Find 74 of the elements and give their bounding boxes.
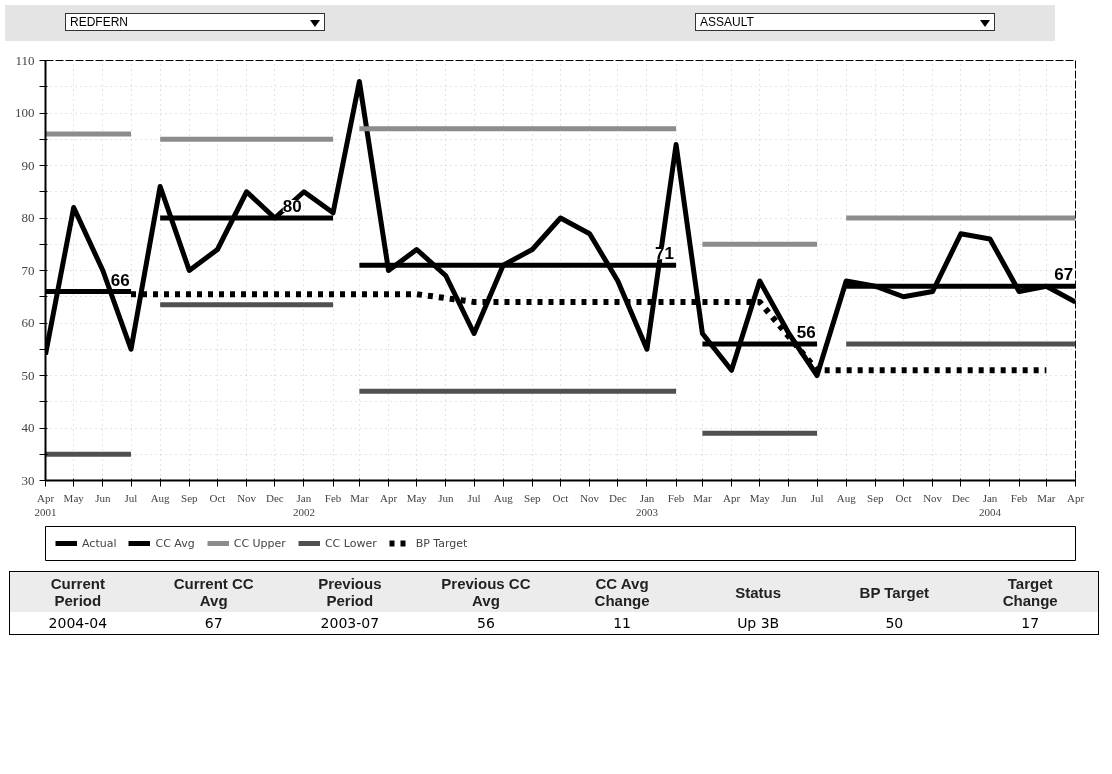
- y-tick-label: 90: [21, 157, 35, 173]
- text: 50: [826, 612, 963, 635]
- chart-title: REDFERN: [65, 13, 325, 31]
- x-tick-label: Aug: [836, 491, 857, 504]
- annotation: 71: [654, 244, 674, 264]
- x-tick-label: Dec: [608, 491, 627, 504]
- y-tick-label: 50: [21, 367, 35, 383]
- x-tick-label: Oct: [209, 491, 226, 504]
- x-tick-label: May: [749, 491, 771, 504]
- legend-label: CC Avg: [155, 536, 195, 550]
- x-tick-label: Dec: [265, 491, 284, 504]
- y-tick-label: 70: [21, 262, 35, 278]
- x-tick-label: Nov: [580, 491, 600, 504]
- x-tick-label: Apr: [1066, 491, 1085, 504]
- text: Current CC Avg: [172, 574, 255, 611]
- x-tick-label: Mar: [350, 491, 369, 504]
- x-tick-label: May: [406, 491, 428, 504]
- y-tick-label: 40: [21, 420, 35, 435]
- x-tick-label: Jan 2004: [978, 491, 1002, 518]
- text: BP Target: [858, 582, 931, 603]
- x-tick-label: Mar: [693, 491, 712, 504]
- x-tick-label: Feb: [1010, 491, 1028, 504]
- x-tick-label: Jan 2002: [292, 491, 315, 518]
- legend-label: CC Lower: [324, 536, 377, 550]
- x-tick-label: Jul: [810, 491, 824, 504]
- x-tick-label: May: [63, 491, 85, 504]
- text: 56: [417, 612, 554, 635]
- x-tick-label: Aug: [150, 491, 171, 504]
- text: 2003-07: [281, 612, 418, 635]
- y-tick-label: 100: [15, 105, 35, 120]
- x-tick-label: Oct: [895, 491, 912, 504]
- annotation: 56: [796, 323, 816, 342]
- x-tick-label: Nov: [923, 491, 943, 504]
- x-tick-label: Apr: [722, 491, 741, 504]
- text: 17: [962, 612, 1099, 635]
- x-tick-label: Sep: [524, 491, 542, 504]
- x-tick-label: Feb: [324, 491, 342, 504]
- x-tick-label: Sep: [181, 491, 199, 504]
- text: Status: [734, 582, 783, 603]
- chart-subtitle: ASSAULT: [695, 13, 995, 31]
- annotation: 80: [282, 197, 302, 216]
- text: 11: [554, 612, 691, 635]
- y-tick-label: 30: [21, 472, 35, 488]
- x-tick-label: Feb: [667, 491, 685, 504]
- text: Current Period: [49, 574, 106, 611]
- x-tick-label: Aug: [493, 491, 514, 504]
- x-tick-label: Jul: [124, 491, 138, 504]
- x-tick-label: Jun: [781, 491, 798, 504]
- legend-label: CC Upper: [233, 536, 286, 550]
- x-tick-label: Jul: [467, 491, 481, 504]
- text: CC Avg Change: [593, 574, 651, 611]
- x-tick-label: Dec: [951, 491, 970, 504]
- annotation: 66: [110, 270, 130, 290]
- text: Up 3B: [690, 612, 827, 635]
- annotation: 67: [1054, 265, 1074, 285]
- text: 67: [145, 612, 282, 635]
- text: Target Change: [1001, 574, 1059, 611]
- y-tick-label: 80: [21, 210, 35, 225]
- x-tick-label: Apr 2001: [34, 491, 57, 518]
- text: Previous Period: [317, 574, 383, 611]
- legend-label: BP Target: [415, 536, 468, 550]
- text: Previous CC Avg: [440, 574, 532, 611]
- x-tick-label: Oct: [552, 491, 569, 504]
- y-tick-label: 110: [15, 52, 35, 68]
- x-tick-label: Nov: [237, 491, 257, 504]
- x-tick-label: Mar: [1037, 491, 1056, 504]
- text: 2004-04: [9, 612, 146, 635]
- x-tick-label: Jan 2003: [635, 491, 659, 518]
- x-tick-label: Jun: [95, 491, 111, 504]
- x-tick-label: Sep: [867, 491, 885, 504]
- legend-label: Actual: [82, 536, 117, 550]
- y-tick-label: 60: [21, 315, 35, 330]
- x-tick-label: Apr: [379, 491, 398, 504]
- x-tick-label: Jun: [438, 491, 454, 504]
